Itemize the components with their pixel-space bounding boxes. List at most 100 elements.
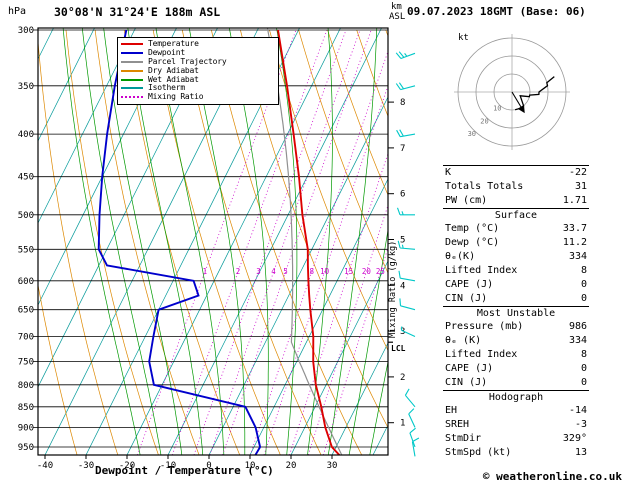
- pressure-tick-labels: 300 350 400 450 500 550 600 650 700 750 800 850 900 9…: [18, 26, 34, 453]
- svg-text:30: 30: [327, 461, 338, 471]
- svg-text:10: 10: [245, 461, 256, 471]
- svg-text:650: 650: [18, 306, 34, 316]
- svg-text:-10: -10: [160, 461, 176, 471]
- svg-text:1: 1: [203, 267, 208, 276]
- index-row-k: K -22: [443, 166, 589, 180]
- svg-text:-20: -20: [119, 461, 135, 471]
- lcl-marker: LCL: [388, 341, 406, 353]
- index-label: CIN (J): [445, 377, 488, 388]
- index-label: θₑ(K): [445, 251, 476, 262]
- svg-text:3: 3: [256, 267, 261, 276]
- svg-text:700: 700: [18, 333, 34, 343]
- index-value: 0: [580, 279, 587, 290]
- svg-text:5: 5: [283, 267, 288, 276]
- svg-text:8: 8: [309, 267, 314, 276]
- index-label: K: [445, 167, 452, 178]
- svg-text:400: 400: [18, 130, 34, 140]
- height-axis-ticks: [388, 101, 394, 424]
- pressure-gridlines: [33, 29, 388, 448]
- index-label: Pressure (mb): [445, 321, 524, 332]
- dry-adiabat-lines: [38, 29, 388, 455]
- legend-swatch-temperature: [121, 43, 143, 46]
- index-label: EH: [445, 405, 458, 416]
- index-row-k: θₑ(K) 334: [443, 250, 589, 264]
- svg-text:4: 4: [271, 267, 276, 276]
- index-row-eh: EH -14: [443, 404, 589, 418]
- index-value: 0: [580, 293, 587, 304]
- legend-swatch-parcel-trajectory: [121, 60, 143, 63]
- index-value: 986: [568, 321, 587, 332]
- svg-text:15: 15: [344, 267, 353, 276]
- watermark: © weatheronline.co.uk: [482, 470, 622, 483]
- svg-text:4: 4: [400, 281, 405, 291]
- index-value: 31: [574, 181, 587, 192]
- temperature-axis-ticks: [44, 455, 333, 459]
- index-label: CIN (J): [445, 293, 488, 304]
- index-value: -3: [574, 419, 587, 430]
- legend-label: Dewpoint: [148, 48, 185, 58]
- index-label: Temp (°C): [445, 223, 500, 234]
- legend-label: Mixing Ratio: [148, 92, 204, 102]
- hodograph-unit-label: kt: [458, 33, 469, 43]
- svg-text:0: 0: [206, 461, 211, 471]
- legend-item-temperature: Temperature: [121, 40, 275, 49]
- legend-item-isotherm: Isotherm: [121, 84, 275, 93]
- indices-table: K -22 Totals Totals 31 PW (cm) 1.71 Surface Tem…: [443, 165, 589, 460]
- index-value: -14: [568, 405, 587, 416]
- legend-label: Isotherm: [148, 83, 185, 93]
- plot-frame: [37, 27, 389, 456]
- index-label: CAPE (J): [445, 279, 494, 290]
- index-row-sreh: SREH -3: [443, 418, 589, 432]
- index-section-most-unstable: Most Unstable: [443, 306, 589, 320]
- svg-text:1: 1: [400, 419, 405, 429]
- temperature-tick-labels: -40 -30 -20 -10 0 10 20 30: [37, 461, 338, 471]
- svg-text:300: 300: [18, 26, 34, 36]
- legend-item-dry-adiabat: Dry Adiabat: [121, 66, 275, 75]
- svg-text:20: 20: [362, 267, 372, 276]
- hodograph-ring-label: 20: [480, 118, 488, 126]
- svg-text:850: 850: [18, 403, 34, 413]
- storm-motion-arrow: [511, 91, 525, 114]
- wind-barbs: [395, 51, 420, 457]
- svg-text:25: 25: [376, 267, 385, 276]
- index-row-lifted-index: Lifted Index 8: [443, 348, 589, 362]
- svg-text:950: 950: [18, 443, 34, 453]
- index-row-cape-j: CAPE (J) 0: [443, 278, 589, 292]
- index-row-cape-j: CAPE (J) 0: [443, 362, 589, 376]
- svg-text:2: 2: [236, 267, 241, 276]
- legend-box: Temperature Dewpoint Parcel Trajectory Dry …: [117, 37, 279, 105]
- mixing-ratio-lines: [136, 29, 388, 455]
- height-tick-labels: 1 2 3 4 5 6 7 8: [400, 98, 405, 429]
- legend-swatch-dry-adiabat: [121, 69, 143, 72]
- index-row-totals-totals: Totals Totals 31: [443, 180, 589, 194]
- hodograph-ring-30kt: [457, 37, 567, 147]
- index-section-surface: Surface: [443, 208, 589, 222]
- temperature-axis-label: Dewpoint / Temperature (°C): [95, 464, 274, 477]
- legend-label: Wet Adiabat: [148, 74, 199, 84]
- index-value: 8: [580, 349, 587, 360]
- legend-swatch-dewpoint: [121, 52, 143, 55]
- legend-swatch-isotherm: [121, 87, 143, 90]
- index-row-temp-c: Temp (°C) 33.7: [443, 222, 589, 236]
- index-label: Dewp (°C): [445, 237, 500, 248]
- svg-text:550: 550: [18, 245, 34, 255]
- legend-item-wet-adiabat: Wet Adiabat: [121, 75, 275, 84]
- index-row-pw-cm: PW (cm) 1.71: [443, 194, 589, 208]
- index-row-k: θₑ (K) 334: [443, 334, 589, 348]
- height-axis-unit-asl-label: ASL: [389, 12, 406, 22]
- index-value: 0: [580, 377, 587, 388]
- dewpoint-curve: [97, 29, 262, 455]
- hodograph-ring-label: 10: [493, 105, 501, 113]
- svg-text:5: 5: [400, 236, 405, 246]
- index-row-stmdir: StmDir 329°: [443, 432, 589, 446]
- index-label: Lifted Index: [445, 349, 518, 360]
- svg-text:7: 7: [400, 144, 405, 154]
- legend-item-dewpoint: Dewpoint: [121, 49, 275, 58]
- index-label: Lifted Index: [445, 265, 518, 276]
- index-value: -22: [568, 167, 587, 178]
- index-row-dewp-c: Dewp (°C) 11.2: [443, 236, 589, 250]
- svg-text:600: 600: [18, 277, 34, 287]
- legend-swatch-mixing-ratio: [121, 96, 143, 99]
- height-axis-unit-km-label: km: [391, 2, 402, 12]
